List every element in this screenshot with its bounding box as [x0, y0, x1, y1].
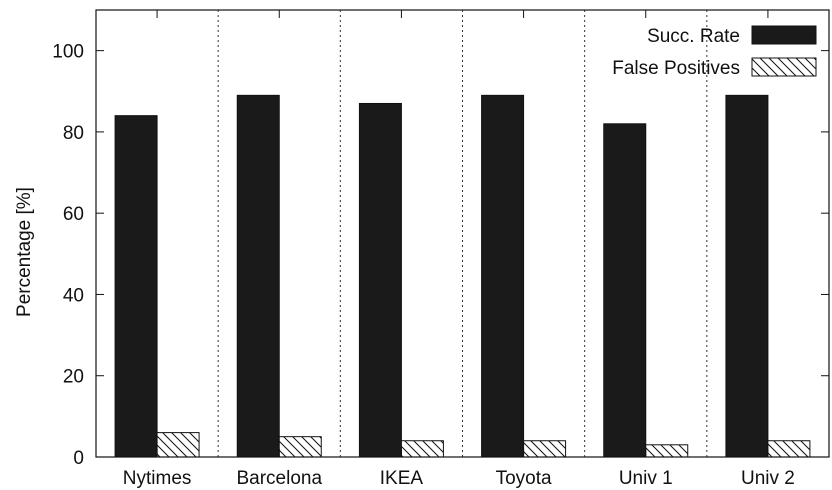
y-axis-title: Percentage [%]	[14, 187, 35, 317]
bar-false-positives	[645, 444, 689, 458]
bar-succ-rate	[236, 94, 280, 458]
x-tick-label: Univ 2	[741, 468, 795, 489]
plot-frame	[95, 9, 830, 458]
x-tick-label: IKEA	[380, 468, 424, 489]
bar-false-positives	[400, 440, 444, 458]
legend-label: False Positives	[612, 58, 740, 79]
y-tick-label: 0	[73, 448, 84, 469]
legend-swatch	[751, 57, 817, 77]
x-tick-label: Barcelona	[236, 468, 322, 489]
y-tick-label: 80	[63, 123, 84, 144]
legend-label: Succ. Rate	[647, 26, 740, 47]
y-tick-label: 40	[63, 285, 84, 306]
x-tick-label: Nytimes	[123, 468, 192, 489]
bar-false-positives	[767, 440, 811, 458]
bar-false-positives	[156, 432, 200, 458]
bar-succ-rate	[603, 123, 647, 458]
bar-succ-rate	[725, 94, 769, 458]
bar-succ-rate	[114, 115, 158, 458]
x-tick-label: Univ 1	[619, 468, 673, 489]
bar-succ-rate	[481, 94, 525, 458]
y-tick-label: 60	[63, 204, 84, 225]
legend-swatch	[751, 25, 817, 45]
x-tick-label: Toyota	[496, 468, 552, 489]
bar-succ-rate	[358, 102, 402, 458]
y-tick-label: 100	[52, 42, 84, 63]
bar-false-positives	[523, 440, 567, 458]
bar-false-positives	[278, 436, 322, 458]
y-tick-label: 20	[63, 367, 84, 388]
